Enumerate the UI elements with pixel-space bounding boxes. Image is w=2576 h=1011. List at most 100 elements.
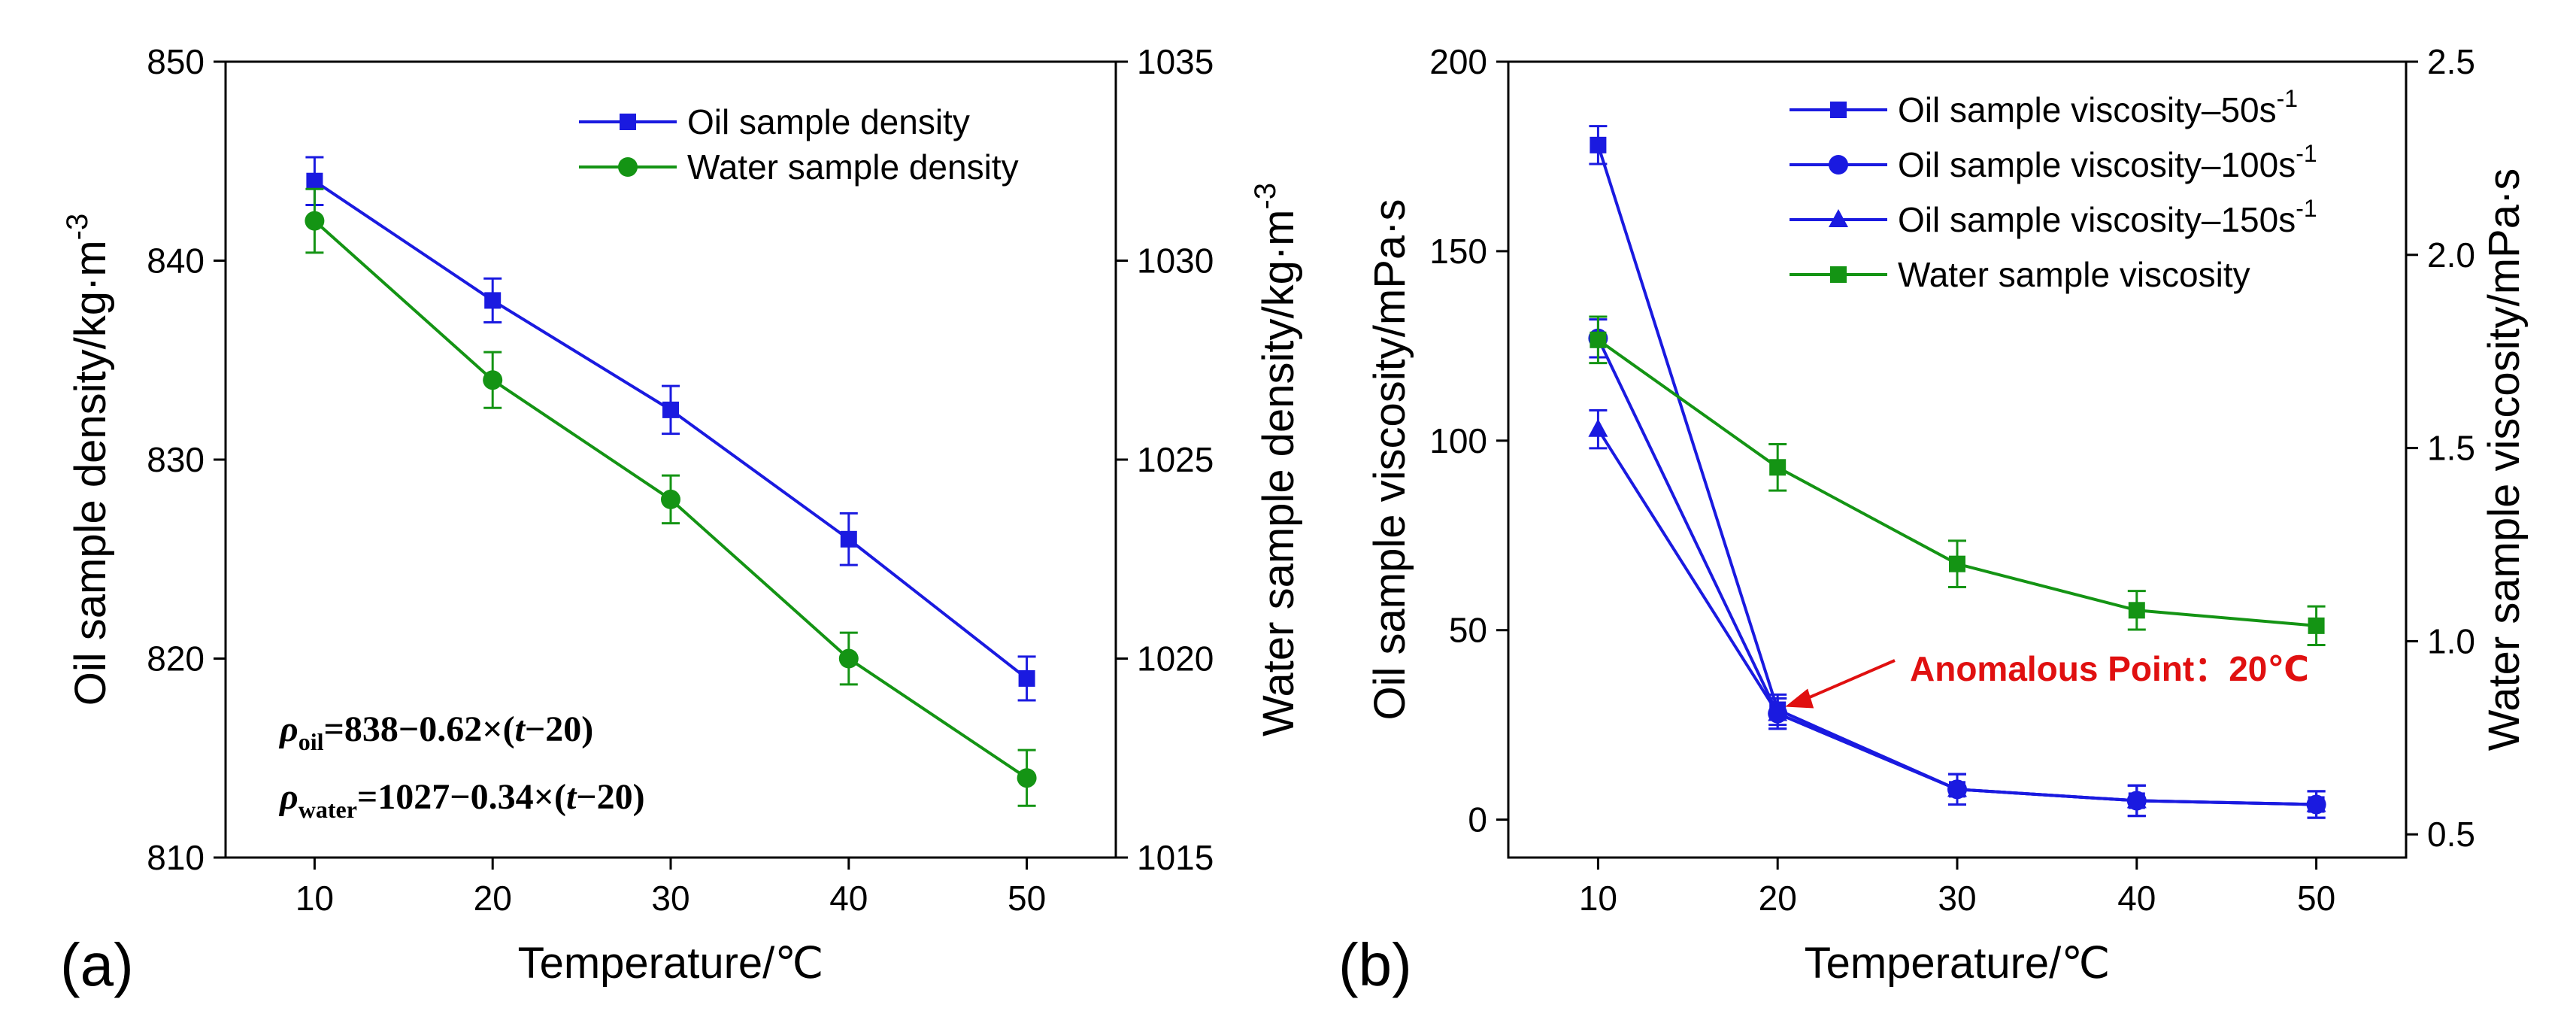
left-y-tick-label: 850 <box>147 42 205 81</box>
legend-entry: Oil sample viscosity–50s-1 <box>1898 85 2298 129</box>
panel-label: (b) <box>1338 931 1412 998</box>
equation-variable: t <box>515 709 526 749</box>
x-tick-label: 20 <box>474 879 512 918</box>
equation-tail: −20) <box>525 709 593 749</box>
right-axis-label-text: Water sample viscosity/mPa·s <box>2480 168 2529 751</box>
data-point <box>618 157 638 177</box>
legend-entry-text: Oil sample viscosity–150s <box>1898 200 2296 239</box>
x-tick-label: 50 <box>1008 879 1046 918</box>
annotation-text: Anomalous Point：20℃ <box>1910 649 2309 688</box>
x-tick-label: 50 <box>2297 879 2335 918</box>
chart-panel-a: 10 20 30 40 50810820830840850101510201025103… <box>60 42 1303 998</box>
data-point <box>305 211 325 231</box>
data-point <box>483 370 503 390</box>
x-tick-label: 30 <box>651 879 689 918</box>
right-y-tick-label: 1025 <box>1137 440 1214 479</box>
x-axis-label: Temperature/℃ <box>518 939 824 988</box>
data-point <box>1830 102 1847 118</box>
data-point <box>2128 602 2145 619</box>
right-y-tick-label: 1030 <box>1137 241 1214 281</box>
equation-body: =1027−0.34×( <box>357 777 566 817</box>
x-tick-label: 10 <box>1579 879 1617 918</box>
legend-entry-text: Water sample density <box>687 147 1019 187</box>
left-axis-label-text: Oil sample viscosity/mPa·s <box>1365 199 1414 721</box>
legend-entry-sup: -1 <box>2277 85 2298 112</box>
right-y-tick-label: 1020 <box>1137 639 1214 679</box>
data-point <box>662 401 679 418</box>
legend-entry: Oil sample viscosity–150s-1 <box>1898 195 2317 239</box>
legend-entry-sup: -1 <box>2296 195 2317 222</box>
equation: ρoil=838−0.62×(t−20) <box>278 709 593 755</box>
x-axis-label: Temperature/℃ <box>1805 939 2111 988</box>
data-point <box>306 172 323 190</box>
equation-symbol: ρ <box>278 709 299 749</box>
x-tick-label: 10 <box>295 879 334 918</box>
equation-subscript: water <box>299 796 357 823</box>
data-point <box>1829 209 1848 227</box>
equation-symbol: ρ <box>278 777 299 817</box>
data-point <box>2308 617 2325 634</box>
data-point <box>1768 703 1788 721</box>
legend-entry-text: Oil sample viscosity–100s <box>1898 145 2296 184</box>
right-axis-label-sup: -3 <box>1249 183 1282 210</box>
data-point <box>1018 669 1035 687</box>
x-tick-label: 40 <box>2117 879 2156 918</box>
data-point <box>1769 459 1787 476</box>
legend-entry-sup: -1 <box>2296 140 2317 167</box>
equation-tail: −20) <box>576 777 644 817</box>
right-y-tick-label: 0.5 <box>2427 815 2475 854</box>
legend: Oil sample density Water sample density <box>579 102 1019 187</box>
right-y-tick-label: 1.0 <box>2427 621 2475 660</box>
annotation-arrow <box>1801 659 1896 703</box>
right-y-tick-label: 2.0 <box>2427 235 2475 275</box>
left-y-tick-label: 830 <box>147 440 205 479</box>
data-point <box>1949 555 1965 572</box>
legend-entry-text: Water sample viscosity <box>1898 255 2250 294</box>
data-point <box>838 648 859 669</box>
data-point <box>1017 768 1037 788</box>
x-tick-label: 20 <box>1759 879 1797 918</box>
left-axis-label: Oil sample viscosity/mPa·s <box>1365 199 1414 721</box>
annotation-arrowhead <box>1785 688 1814 709</box>
left-y-tick-label: 50 <box>1449 611 1487 650</box>
legend-entry-text: Oil sample viscosity–50s <box>1898 90 2277 129</box>
left-y-tick-label: 820 <box>147 639 205 679</box>
data-point <box>1830 266 1847 283</box>
right-y-tick-label: 1015 <box>1137 838 1214 877</box>
data-point <box>484 292 502 309</box>
data-point <box>1947 779 1967 797</box>
left-axis-label-text: Oil sample density/kg·m <box>66 240 115 706</box>
data-point <box>620 114 636 130</box>
equation-subscript: oil <box>299 728 324 755</box>
legend-entry-text: Oil sample density <box>687 102 970 141</box>
legend-entry: Water sample density <box>687 147 1019 187</box>
series-line <box>1596 144 2317 806</box>
right-axis-label: Water sample viscosity/mPa·s <box>2480 168 2529 751</box>
data-point <box>1590 331 1607 348</box>
series-0 <box>305 156 1036 702</box>
equation-variable: t <box>566 777 577 817</box>
right-y-tick-label: 1035 <box>1137 42 1214 81</box>
data-point <box>2306 794 2326 812</box>
series-3 <box>1589 315 2326 647</box>
legend-entry: Water sample viscosity <box>1898 255 2250 294</box>
x-tick-label: 40 <box>829 879 868 918</box>
left-y-tick-label: 0 <box>1468 800 1487 839</box>
panel-label: (a) <box>60 931 134 998</box>
series-2 <box>1588 409 2326 819</box>
left-axis-label-sup: -3 <box>61 214 94 241</box>
right-y-tick-label: 1.5 <box>2427 429 2475 468</box>
data-point <box>840 530 857 548</box>
left-y-tick-label: 200 <box>1429 42 1487 81</box>
equation-body: =838−0.62×( <box>324 709 515 749</box>
left-y-tick-label: 100 <box>1429 421 1487 460</box>
legend-entry: Oil sample viscosity–100s-1 <box>1898 140 2317 184</box>
data-point <box>2126 790 2147 809</box>
x-tick-label: 30 <box>1938 879 1976 918</box>
equation: ρwater=1027−0.34×(t−20) <box>278 777 645 823</box>
data-point <box>1588 418 1608 437</box>
chart-panel-b: 10 20 30 40 50 0 50 100 150 200 0.5 1.0 1.5 2.0 2.5 Tem… <box>1338 42 2529 998</box>
left-y-tick-label: 810 <box>147 838 205 877</box>
left-y-tick-label: 150 <box>1429 232 1487 271</box>
